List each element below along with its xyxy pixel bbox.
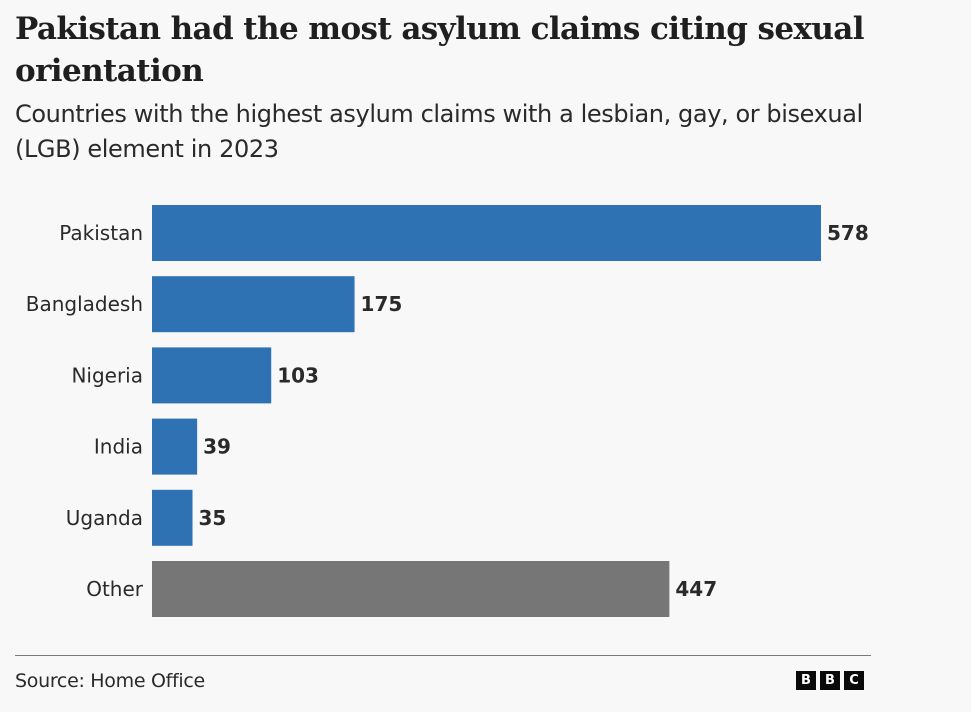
footer-divider bbox=[15, 655, 871, 656]
value-label-bangladesh: 175 bbox=[361, 292, 403, 316]
bar-chart: Pakistan 578 Bangladesh 175 Nigeria 103 India 3… bbox=[26, 205, 869, 617]
logo-letter-c: C bbox=[844, 671, 864, 690]
category-label-uganda: Uganda bbox=[66, 506, 143, 530]
bar-uganda bbox=[152, 489, 193, 546]
logo-letter-b2: B bbox=[820, 671, 840, 690]
value-label-other: 447 bbox=[675, 577, 717, 601]
value-label-pakistan: 578 bbox=[827, 221, 869, 245]
value-label-uganda: 35 bbox=[199, 506, 227, 530]
source-note: Source: Home Office bbox=[15, 670, 205, 692]
value-label-nigeria: 103 bbox=[277, 363, 319, 387]
category-label-other: Other bbox=[86, 577, 144, 601]
category-label-nigeria: Nigeria bbox=[71, 363, 143, 387]
bar-nigeria bbox=[152, 347, 272, 404]
bar-bangladesh bbox=[152, 276, 355, 333]
bar-other bbox=[152, 561, 670, 617]
chart-title: Pakistan had the most asylum claims citi… bbox=[15, 11, 865, 89]
category-label-india: India bbox=[94, 435, 143, 459]
bbc-logo: B B C bbox=[796, 671, 864, 690]
chart-subtitle: Countries with the highest asylum claims… bbox=[15, 100, 863, 163]
category-label-pakistan: Pakistan bbox=[59, 221, 143, 245]
bar-india bbox=[152, 418, 198, 475]
category-label-bangladesh: Bangladesh bbox=[26, 292, 143, 316]
value-label-india: 39 bbox=[203, 435, 231, 459]
bar-pakistan bbox=[152, 205, 821, 261]
logo-letter-b1: B bbox=[796, 671, 816, 690]
